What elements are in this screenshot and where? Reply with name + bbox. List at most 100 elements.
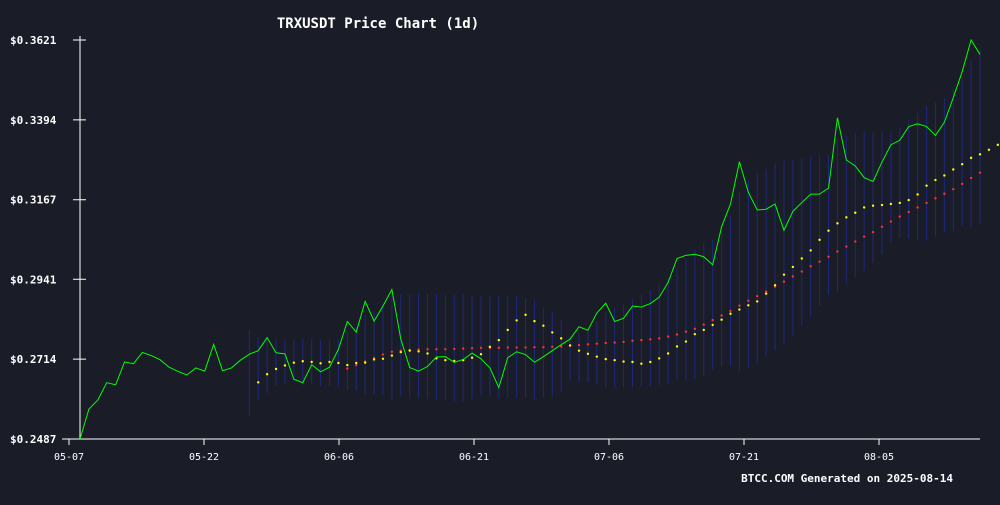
ma-long-point — [907, 210, 910, 214]
ma-short-point — [854, 211, 857, 214]
ma-long-point — [515, 346, 518, 349]
ma-long-point — [889, 220, 893, 223]
ma-short-point — [960, 163, 964, 166]
generated-footer: BTCC.COM Generated on 2025-08-14 — [741, 472, 953, 485]
ma-short-point — [934, 178, 937, 182]
x-tick-label: 05-22 — [189, 452, 219, 463]
ma-short-point — [658, 357, 661, 360]
ma-long-point — [978, 171, 982, 174]
ma-long-point — [764, 290, 768, 293]
ma-short-point — [551, 331, 554, 334]
ma-short-point — [969, 156, 973, 160]
ma-long-point — [675, 333, 679, 336]
y-tick-label: $0.2714 — [10, 353, 57, 366]
ma-long-point — [497, 346, 501, 350]
ma-short-point — [889, 202, 893, 206]
ma-long-point — [800, 270, 803, 273]
ma-long-point — [390, 350, 394, 353]
x-tick-label: 06-06 — [324, 452, 354, 463]
x-tick-label: 05-07 — [54, 452, 84, 463]
ma-long-point — [845, 245, 848, 248]
ma-short-point — [310, 360, 313, 364]
ma-short-point — [880, 203, 884, 207]
ma-short-point — [595, 355, 599, 358]
ma-short-point — [622, 360, 625, 363]
ma-short-point — [729, 312, 732, 315]
ma-long-point — [729, 309, 732, 313]
y-tick-label: $0.2487 — [10, 433, 56, 446]
ma-short-point — [274, 367, 278, 371]
ma-long-point — [791, 275, 795, 278]
ma-short-point — [987, 148, 991, 151]
ma-short-point — [702, 328, 705, 332]
ma-long-point — [444, 348, 447, 351]
ma-long-point — [818, 260, 821, 263]
ma-short-point — [426, 352, 429, 355]
ma-short-point — [916, 193, 919, 196]
ma-long-point — [595, 342, 599, 345]
ma-long-point — [542, 345, 545, 349]
ma-short-point — [898, 201, 902, 205]
ma-short-point — [568, 344, 572, 347]
ma-long-point — [898, 215, 902, 218]
ma-short-point — [346, 363, 349, 367]
ma-short-series — [257, 143, 1000, 384]
ma-short-point — [444, 358, 447, 362]
ma-short-point — [818, 238, 821, 242]
ma-short-point — [506, 328, 509, 332]
ma-short-point — [791, 265, 795, 269]
ma-long-point — [747, 299, 750, 302]
ma-short-point — [363, 361, 367, 364]
ma-long-point — [649, 338, 652, 341]
price-line — [79, 38, 981, 440]
ma-long-point — [666, 335, 670, 338]
ma-long-point — [693, 327, 697, 331]
ma-short-point — [711, 323, 714, 327]
ma-long-point — [417, 348, 420, 351]
ma-long-point — [720, 314, 723, 317]
ma-short-point — [827, 229, 830, 232]
ma-short-point — [800, 257, 803, 260]
ma-short-point — [747, 304, 750, 307]
ma-long-point — [346, 367, 349, 370]
ma-long-point — [916, 206, 919, 209]
ma-long-point — [854, 240, 857, 243]
ma-long-point — [631, 339, 634, 343]
ma-short-point — [372, 358, 376, 361]
ma-short-point — [845, 216, 848, 219]
ma-long-point — [827, 255, 830, 258]
ma-short-point — [738, 308, 741, 311]
ma-short-point — [292, 361, 296, 364]
ma-short-point — [542, 324, 545, 327]
ma-short-point — [515, 319, 518, 322]
ma-short-point — [488, 345, 492, 349]
ma-long-point — [453, 347, 456, 351]
ma-short-point — [283, 364, 287, 367]
ma-long-point — [533, 345, 536, 349]
ma-short-point — [559, 337, 563, 340]
ma-short-point — [756, 300, 759, 303]
ma-short-point — [586, 352, 590, 356]
ma-long-point — [952, 187, 955, 191]
ma-short-point — [773, 284, 777, 287]
ma-short-point — [764, 292, 768, 295]
ma-short-point — [684, 340, 688, 343]
ma-short-point — [497, 338, 501, 342]
ma-short-point — [577, 349, 581, 352]
ma-long-point — [836, 250, 839, 253]
ma-long-point — [613, 341, 616, 344]
ma-short-point — [613, 358, 616, 362]
ma-short-point — [399, 350, 402, 354]
ma-short-point — [978, 153, 982, 156]
ma-short-point — [943, 174, 946, 177]
ma-long-point — [880, 225, 884, 229]
ma-short-point — [257, 381, 260, 384]
ma-short-point — [631, 360, 634, 364]
ma-short-point — [952, 168, 955, 171]
ma-short-point — [640, 362, 643, 365]
ma-long-point — [809, 265, 812, 268]
ma-short-point — [417, 350, 420, 353]
